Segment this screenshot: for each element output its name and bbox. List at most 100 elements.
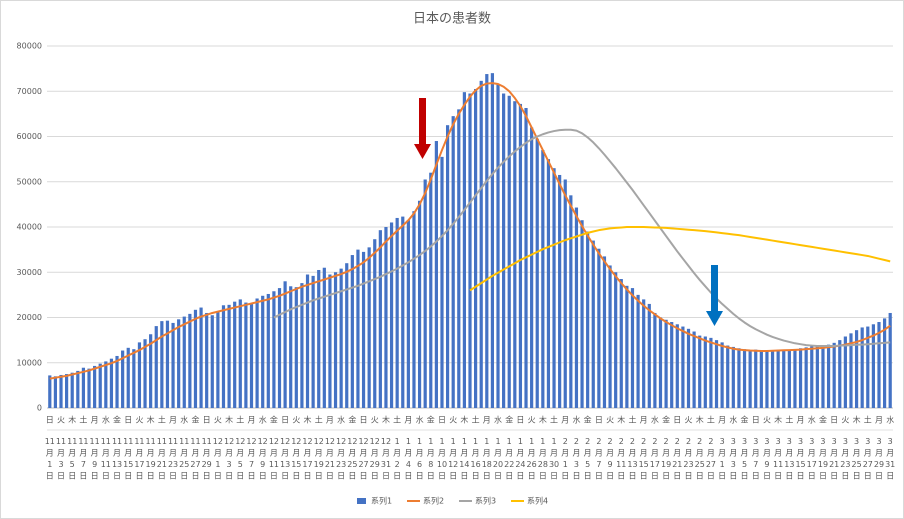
- bar: [417, 200, 422, 408]
- x-tick-label: 11 月 9 日: [90, 437, 100, 481]
- x-tick-label: 3 月 25 日: [851, 437, 861, 481]
- bar: [345, 263, 349, 408]
- bar: [98, 363, 102, 408]
- bar: [647, 303, 651, 408]
- x-weekday-label: 火: [528, 416, 536, 425]
- bar: [653, 312, 657, 408]
- bar: [149, 334, 153, 408]
- bar: [821, 345, 825, 408]
- bar: [384, 227, 388, 408]
- bar: [76, 370, 80, 408]
- x-tick-label: 1 月 12 日: [448, 437, 458, 481]
- bar: [462, 92, 466, 408]
- x-tick-label: 12 月 21 日: [325, 437, 335, 481]
- x-weekday-label: 土: [550, 415, 558, 425]
- bar: [502, 93, 506, 408]
- x-tick-label: 3 月 23 日: [840, 437, 850, 481]
- bar: [171, 322, 175, 408]
- x-tick-label: 2 月 15 日: [639, 437, 649, 481]
- bar: [726, 345, 730, 408]
- bar: [333, 272, 338, 408]
- bar: [440, 156, 444, 408]
- y-tick-label: 10000: [17, 358, 42, 367]
- x-weekday-label: 土: [628, 415, 636, 425]
- bar: [378, 230, 382, 408]
- x-weekday-label: 水: [572, 415, 580, 425]
- bar: [373, 239, 377, 408]
- bar: [434, 141, 438, 408]
- x-weekday-label: 金: [427, 415, 435, 425]
- x-tick-label: 12 月 3 日: [224, 437, 234, 481]
- x-tick-label: 2 月 27 日: [706, 437, 716, 481]
- bar: [328, 274, 332, 408]
- x-tick-label: 12 月 7 日: [246, 437, 256, 481]
- x-tick-label: 1 月 28 日: [538, 437, 548, 481]
- x-weekday-label: 金: [584, 415, 592, 425]
- x-tick-label: 1 月 30 日: [549, 437, 559, 481]
- x-tick-label: 11 月 17 日: [134, 437, 144, 481]
- line: [49, 82, 891, 380]
- bar: [474, 88, 478, 409]
- bar: [765, 351, 769, 408]
- bar: [882, 318, 887, 408]
- x-weekday-label: 日: [124, 416, 132, 425]
- bar: [109, 358, 114, 408]
- x-weekday-label: 金: [505, 415, 513, 425]
- bar: [266, 293, 270, 408]
- bar: [642, 299, 646, 408]
- x-tick-label: 11 月 27 日: [190, 437, 200, 481]
- bar: [866, 326, 870, 408]
- bar: [300, 283, 304, 408]
- x-tick-label: 3 月 11 日: [773, 437, 783, 481]
- bar: [160, 321, 164, 408]
- x-tick-label: 11 月 29 日: [202, 437, 212, 481]
- x-tick-label: 2 月 21 日: [672, 437, 682, 481]
- x-tick-label: 12 月 19 日: [314, 437, 324, 481]
- bar: [731, 346, 735, 408]
- bar: [401, 216, 405, 408]
- x-weekday-label: 金: [191, 415, 199, 425]
- bar: [619, 279, 623, 408]
- bar: [361, 251, 366, 408]
- bar: [860, 327, 864, 408]
- bar: [244, 302, 248, 408]
- x-tick-label: 1 月 10 日: [437, 437, 447, 481]
- x-weekday-label: 土: [158, 415, 166, 425]
- bar: [843, 336, 847, 408]
- plot: 0 10000 20000 30000 40000 50000 60000 70000 8000…: [17, 42, 896, 506]
- x-weekday-label: 土: [393, 415, 401, 425]
- bar: [815, 346, 819, 408]
- x-weekday-label: 月: [91, 416, 99, 425]
- bar: [317, 269, 321, 408]
- bar: [541, 150, 545, 408]
- bar: [703, 336, 707, 408]
- x-tick-label: 2 月 23 日: [683, 437, 693, 481]
- x-tick-label: 12 月 13 日: [280, 437, 290, 481]
- legend-label: 系列4: [527, 496, 548, 506]
- line: [469, 226, 891, 292]
- x-weekday-label: 火: [841, 416, 849, 425]
- x-weekday-label: 木: [460, 415, 468, 425]
- bar: [395, 217, 399, 408]
- bar: [490, 73, 495, 409]
- bar: [305, 274, 310, 408]
- x-weekday-label: 水: [651, 415, 659, 425]
- bar: [126, 347, 130, 408]
- x-weekday-label: 日: [46, 416, 54, 425]
- bar: [311, 275, 315, 408]
- bar: [261, 295, 265, 408]
- y-tick-label: 40000: [17, 223, 42, 232]
- x-weekday-label: 木: [382, 415, 390, 425]
- bar: [121, 350, 125, 408]
- bar: [770, 350, 775, 408]
- bar: [849, 333, 853, 408]
- bar: [686, 328, 691, 408]
- x-weekday-label: 金: [741, 415, 749, 425]
- x-tick-label: 3 月 31 日: [885, 437, 895, 481]
